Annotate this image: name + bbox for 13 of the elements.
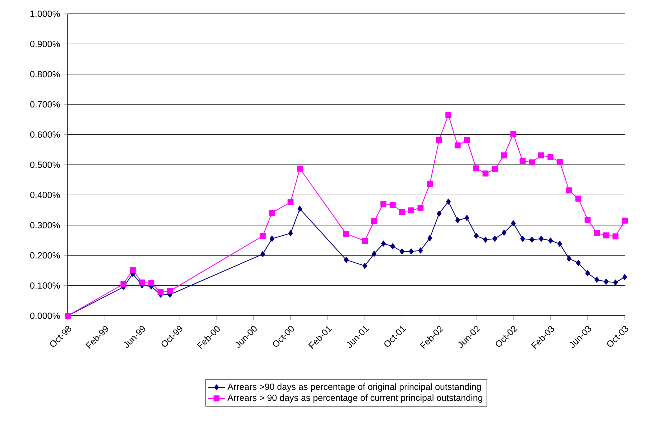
y-tick-label: 0.900%: [30, 41, 60, 48]
y-tick-label: 0.000%: [30, 312, 60, 320]
y-tick-label: 0.700%: [30, 101, 60, 108]
legend-label: Arrears >90 days as percentage of original principal outstanding: [228, 384, 482, 392]
y-tick-label: 0.100%: [30, 282, 60, 289]
y-tick-label: 0.400%: [30, 192, 60, 198]
y-tick-label: 0.300%: [30, 222, 60, 229]
y-tick-label: 0.500%: [30, 162, 60, 168]
y-tick-label: 0.200%: [30, 252, 60, 259]
y-tick-label: 0.800%: [30, 71, 60, 78]
legend-label: Arrears > 90 days as percentage of current principal outstanding: [228, 394, 483, 403]
y-tick-label: 1.000%: [30, 10, 60, 18]
y-tick-label: 0.600%: [30, 132, 60, 138]
